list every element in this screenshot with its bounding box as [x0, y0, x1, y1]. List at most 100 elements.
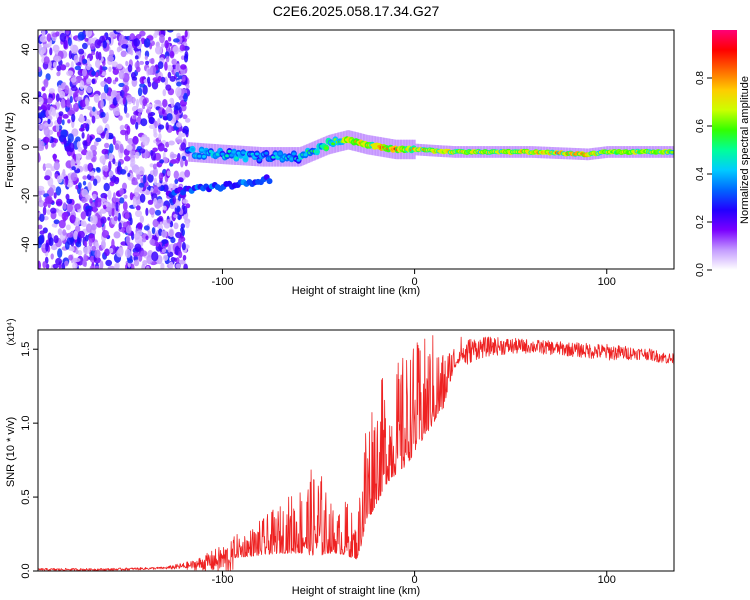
colorbar-tick-label: 0.2	[695, 215, 706, 229]
noise-blob	[127, 172, 131, 177]
noise-blob	[135, 121, 139, 130]
noise-blob	[160, 262, 165, 269]
spectrogram-xlabel: Height of straight line (km)	[292, 285, 420, 297]
noise-blob	[55, 31, 60, 37]
noise-blob	[91, 78, 96, 84]
noise-blob	[150, 187, 154, 193]
snr-plot-area	[38, 335, 674, 571]
noise-blob	[143, 225, 150, 231]
noise-blob	[169, 261, 174, 269]
snr-y-scale-label: (x10⁴)	[6, 318, 17, 345]
y-tick-label: 1.5	[20, 342, 32, 357]
noise-blob	[159, 221, 163, 230]
noise-blob	[174, 102, 181, 111]
noise-blob	[166, 113, 173, 122]
y-tick-label: 20	[20, 92, 32, 104]
noise-blob	[86, 208, 92, 217]
noise-blob	[71, 128, 79, 137]
noise-blob	[43, 78, 49, 88]
noise-blob	[154, 120, 158, 129]
noise-blob	[158, 133, 162, 141]
noise-blob	[112, 68, 120, 75]
noise-blob	[135, 205, 141, 211]
noise-blob	[93, 140, 99, 147]
noise-blob	[147, 230, 152, 239]
noise-blob	[86, 78, 92, 85]
noise-blob	[50, 244, 58, 251]
ridge-core	[315, 150, 319, 154]
noise-blob	[175, 139, 183, 144]
colorbar-label: Normalized spectral amplitude	[739, 76, 750, 224]
noise-blob	[46, 97, 53, 104]
snr-series-line	[38, 335, 674, 571]
noise-blob	[175, 257, 180, 264]
noise-blob	[64, 85, 70, 94]
noise-blob	[92, 206, 98, 213]
noise-blob	[175, 71, 180, 78]
noise-blob	[130, 157, 136, 167]
noise-blob	[60, 98, 66, 109]
noise-blob	[170, 237, 176, 244]
noise-blob	[55, 198, 63, 207]
noise-blob	[182, 199, 189, 204]
noise-blob	[103, 182, 110, 192]
noise-blob	[62, 202, 67, 210]
noise-blob	[62, 169, 66, 177]
noise-blob	[38, 224, 43, 230]
colorbar-tick-label: 0.8	[695, 71, 706, 85]
noise-blob	[180, 80, 188, 86]
noise-blob	[183, 53, 189, 63]
noise-blob	[126, 125, 131, 135]
spectrogram-frame	[37, 29, 675, 270]
noise-blob	[103, 165, 109, 172]
snr-panel: -100 0 100 0.0 0.5 1.0 1.5 Height of straight…	[5, 318, 675, 597]
noise-blob	[132, 251, 140, 257]
noise-blob	[149, 66, 153, 76]
noise-blob	[142, 174, 147, 184]
noise-blob	[65, 193, 70, 200]
noise-blob	[162, 89, 167, 97]
noise-blob	[152, 163, 157, 170]
noise-blob	[180, 55, 185, 60]
noise-blob	[74, 203, 81, 210]
noise-blob	[45, 163, 53, 169]
noise-blob	[74, 65, 82, 71]
noise-blob	[124, 86, 128, 97]
noise-blob	[137, 166, 145, 176]
y-tick-label: -40	[20, 237, 32, 253]
noise-blob	[77, 250, 83, 256]
noise-blob	[147, 173, 154, 183]
noise-blob	[71, 113, 76, 123]
figure-title: C2E6.2025.058.17.34.G27	[273, 3, 440, 19]
ridge-core	[264, 151, 269, 155]
noise-blob	[42, 206, 47, 216]
noise-blob	[51, 142, 55, 148]
noise-blob	[162, 219, 168, 226]
noise-blob	[153, 177, 157, 186]
noise-blob	[101, 148, 109, 155]
noise-blob	[150, 151, 156, 161]
noise-blob	[144, 38, 151, 48]
noise-blob	[93, 256, 101, 264]
colorbar-tick-label: 0.4	[695, 167, 706, 181]
noise-blob	[46, 33, 52, 42]
noise-blob	[75, 136, 81, 143]
noise-blob	[167, 30, 174, 33]
noise-blob	[111, 61, 119, 68]
noise-blob	[100, 99, 104, 109]
noise-blob	[155, 241, 160, 247]
noise-blob	[160, 185, 164, 191]
noise-blob	[43, 56, 50, 65]
noise-blob	[91, 70, 96, 76]
noise-blob	[82, 68, 87, 77]
noise-blob	[39, 35, 47, 43]
noise-blob	[159, 34, 165, 44]
noise-blob	[149, 163, 154, 168]
noise-blob	[90, 144, 97, 152]
noise-blob	[38, 106, 42, 111]
noise-blob	[151, 251, 159, 262]
noise-blob	[176, 81, 182, 87]
noise-blob	[156, 182, 162, 187]
noise-blob	[170, 153, 178, 158]
noise-blob	[102, 60, 106, 67]
